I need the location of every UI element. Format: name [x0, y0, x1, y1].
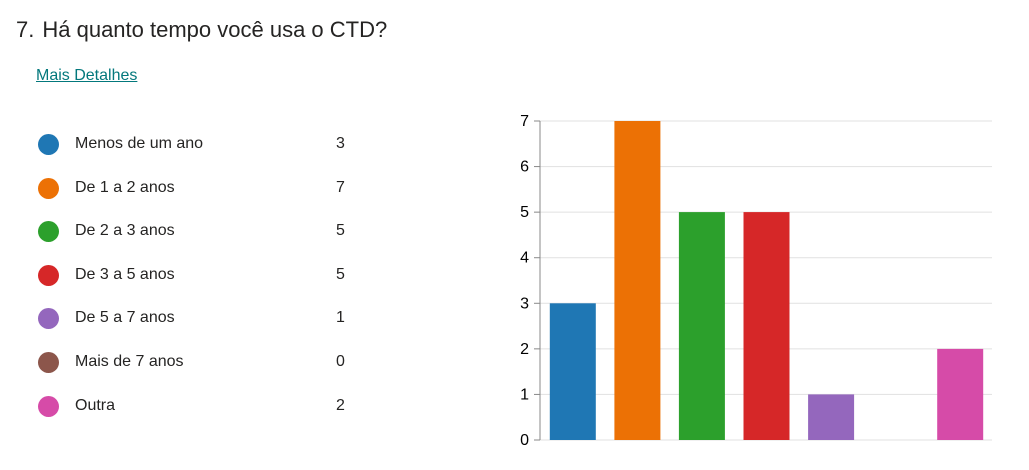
legend-color-dot	[38, 351, 59, 373]
bar[interactable]	[937, 348, 984, 440]
y-tick-label: 7	[520, 113, 529, 130]
legend-color-dot	[38, 221, 59, 243]
legend-count: 5	[336, 222, 345, 240]
bar[interactable]	[549, 303, 596, 440]
legend-color-dot	[38, 395, 59, 417]
y-tick-label: 3	[520, 295, 529, 312]
legend-label: Mais de 7 anos	[75, 352, 184, 370]
y-tick-label: 0	[520, 432, 529, 449]
question-number: 7.	[16, 17, 35, 42]
legend-count: 5	[336, 265, 345, 283]
bar-chart: 0 1 2 3 4 5 6 7	[500, 100, 1020, 465]
y-tick-label: 4	[520, 250, 529, 267]
legend-item: De 2 a 3 anos 5	[38, 209, 358, 253]
y-tick-label: 1	[520, 386, 529, 403]
bar[interactable]	[808, 394, 855, 440]
legend-count: 2	[336, 396, 345, 414]
legend-label: De 5 a 7 anos	[75, 309, 175, 327]
bar-chart-svg: 0 1 2 3 4 5 6 7	[520, 113, 992, 449]
legend-item: Mais de 7 anos 0	[38, 340, 358, 384]
legend-count: 3	[336, 135, 345, 152]
legend-label: Outra	[75, 396, 116, 414]
legend-item: Menos de um ano 3	[38, 122, 358, 166]
legend: Menos de um ano 3 De 1 a 2 anos 7 De 2 a…	[38, 122, 358, 427]
bar[interactable]	[678, 212, 725, 440]
legend-color-dot	[38, 177, 59, 199]
legend-color-dot	[38, 134, 59, 155]
more-details-link[interactable]: Mais Detalhes	[36, 67, 138, 84]
y-tick-label: 6	[520, 159, 529, 176]
bar[interactable]	[614, 121, 661, 440]
legend-item: De 3 a 5 anos 5	[38, 253, 358, 297]
legend-item: De 5 a 7 anos 1	[38, 296, 358, 340]
legend-label: De 3 a 5 anos	[75, 265, 175, 283]
legend-label: Menos de um ano	[75, 135, 204, 152]
legend-count: 7	[336, 178, 345, 196]
legend-item: De 1 a 2 anos 7	[38, 166, 358, 210]
legend-item: Outra 2	[38, 384, 358, 428]
legend-color-dot	[38, 264, 59, 286]
bar[interactable]	[743, 212, 790, 440]
legend-count: 1	[336, 309, 345, 327]
y-tick-label: 5	[520, 204, 529, 221]
legend-count: 0	[336, 352, 345, 370]
legend-label: De 2 a 3 anos	[75, 222, 175, 240]
legend-label: De 1 a 2 anos	[75, 178, 175, 196]
legend-color-dot	[38, 308, 59, 330]
y-tick-label: 2	[520, 341, 529, 358]
question-title: 7. Há quanto tempo você usa o CTD?	[16, 14, 387, 46]
question-text: Há quanto tempo você usa o CTD?	[42, 17, 388, 42]
